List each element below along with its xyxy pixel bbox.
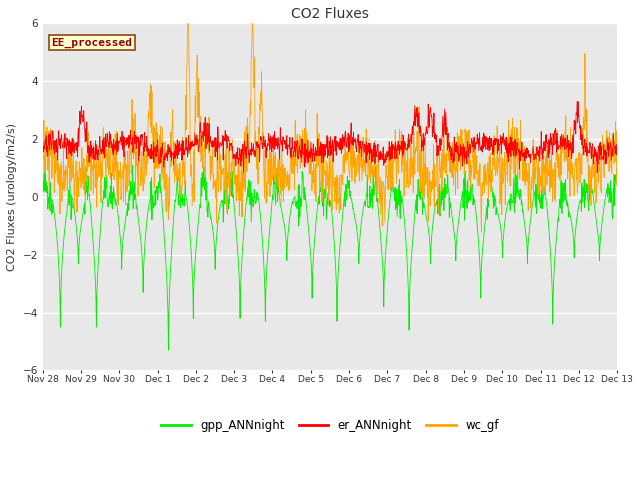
- Text: EE_processed: EE_processed: [51, 37, 132, 48]
- Legend: gpp_ANNnight, er_ANNnight, wc_gf: gpp_ANNnight, er_ANNnight, wc_gf: [156, 415, 504, 437]
- Title: CO2 Fluxes: CO2 Fluxes: [291, 7, 369, 21]
- Y-axis label: CO2 Fluxes (urology/m2/s): CO2 Fluxes (urology/m2/s): [7, 123, 17, 271]
